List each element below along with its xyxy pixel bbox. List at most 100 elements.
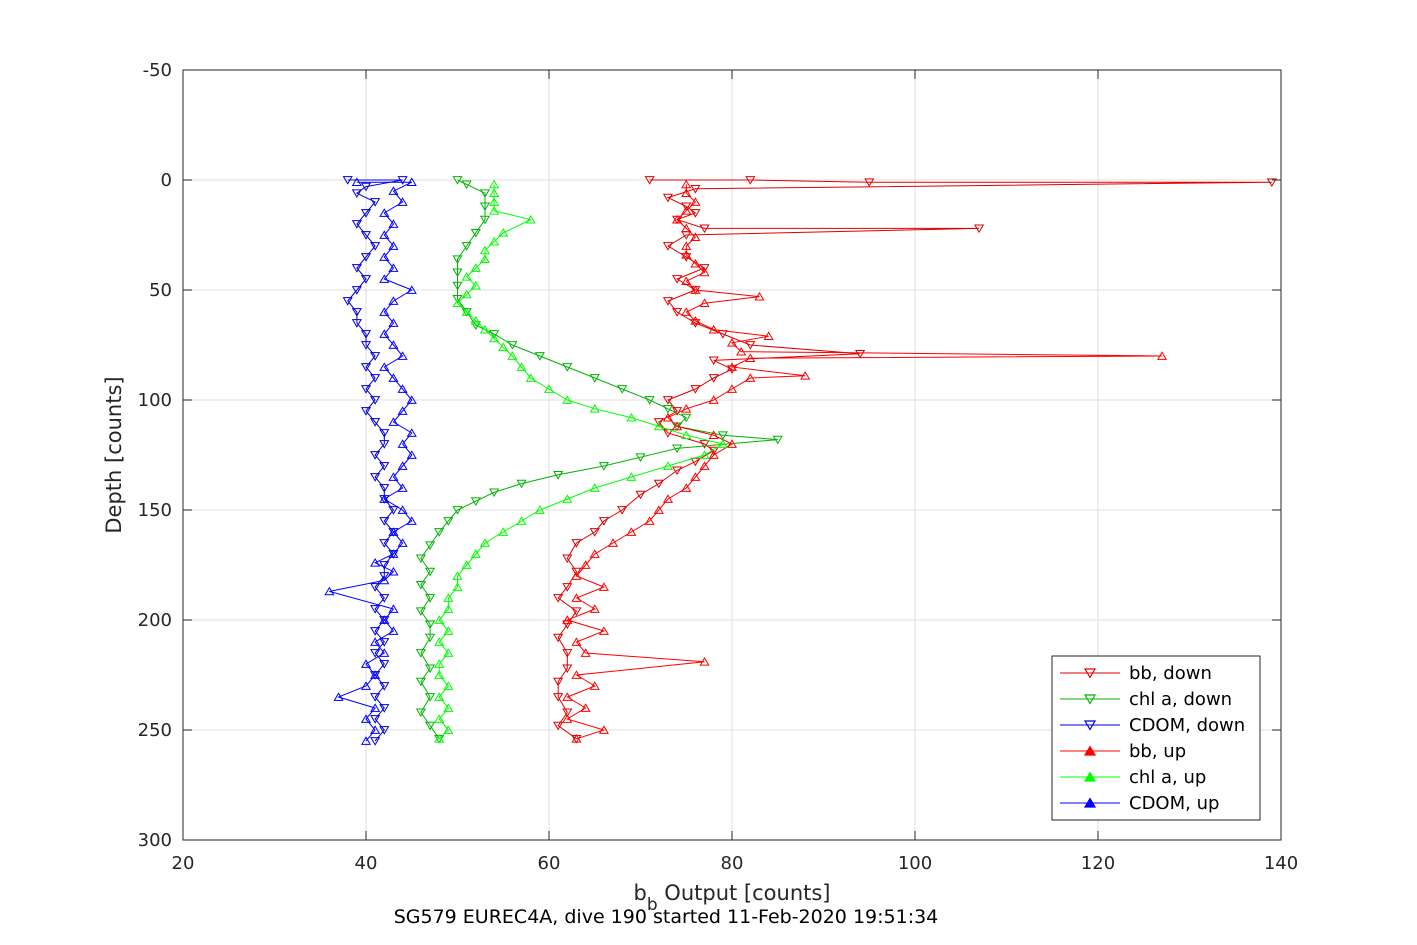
data-point — [726, 362, 738, 371]
data-point — [571, 607, 582, 616]
data-point — [562, 583, 573, 592]
data-point — [379, 682, 390, 691]
data-point — [379, 572, 390, 581]
data-point — [370, 737, 381, 746]
data-point — [553, 470, 564, 480]
data-point — [626, 412, 637, 422]
data-point — [379, 615, 390, 624]
data-point — [424, 721, 436, 731]
data-point — [342, 176, 353, 185]
series-chl-a-up — [434, 179, 728, 743]
data-point — [443, 703, 454, 712]
data-point — [370, 725, 381, 734]
data-point — [489, 206, 500, 215]
y-tick-label: 50 — [149, 280, 172, 301]
data-point — [370, 583, 381, 592]
data-point — [379, 440, 390, 449]
data-point — [379, 561, 390, 570]
data-point — [864, 178, 875, 187]
data-point — [681, 206, 692, 215]
data-point — [379, 429, 390, 438]
data-point — [388, 373, 399, 382]
data-point — [388, 604, 399, 613]
data-point — [736, 346, 747, 356]
data-point — [617, 506, 628, 515]
data-point — [370, 558, 381, 567]
data-point — [489, 197, 500, 206]
data-point — [479, 254, 491, 264]
data-point — [672, 421, 683, 431]
data-point — [379, 252, 390, 261]
data-point — [708, 374, 719, 383]
data-point — [424, 594, 436, 603]
data-point — [351, 286, 362, 295]
data-point — [562, 395, 573, 404]
data-point — [479, 324, 491, 334]
data-point — [644, 516, 655, 525]
data-point — [589, 374, 600, 383]
data-point — [598, 462, 609, 471]
data-point — [379, 208, 390, 217]
data-point — [479, 245, 491, 255]
data-point — [379, 362, 390, 371]
data-point — [653, 479, 664, 489]
data-point — [434, 615, 445, 624]
data-point — [452, 582, 463, 591]
data-point — [708, 395, 719, 404]
data-point — [434, 637, 445, 646]
data-point — [388, 527, 399, 536]
data-point — [452, 571, 463, 580]
data-point — [360, 714, 372, 723]
data-point — [479, 189, 491, 198]
y-tick-label: 150 — [138, 500, 172, 521]
data-point — [333, 692, 344, 701]
data-point — [690, 258, 701, 268]
data-point — [571, 734, 582, 743]
data-point — [662, 494, 674, 503]
data-point — [571, 637, 582, 646]
data-point — [452, 255, 463, 264]
data-point — [589, 604, 600, 613]
data-point — [681, 241, 692, 250]
data-point — [626, 527, 637, 536]
series-bb-down — [553, 176, 1277, 744]
data-point — [360, 363, 372, 372]
data-point — [379, 594, 390, 603]
data-point — [379, 517, 390, 526]
data-point — [699, 450, 710, 459]
data-point — [1266, 178, 1277, 187]
data-point — [672, 214, 683, 224]
data-point — [617, 385, 628, 394]
data-point — [461, 307, 472, 316]
data-point — [662, 461, 674, 470]
data-point — [370, 627, 381, 636]
data-point — [498, 342, 509, 352]
data-point — [1156, 351, 1168, 360]
y-tick-label: 0 — [161, 170, 172, 191]
data-point — [351, 220, 362, 229]
data-point — [489, 179, 500, 189]
data-point — [397, 384, 408, 393]
data-point — [690, 319, 701, 328]
data-point — [370, 473, 381, 482]
data-point — [388, 318, 399, 327]
data-point — [479, 202, 491, 212]
data-point — [489, 330, 500, 339]
data-point — [406, 395, 417, 404]
legend-marker — [1083, 797, 1097, 808]
x-tick-label: 100 — [898, 853, 932, 874]
data-point — [388, 626, 399, 635]
data-point — [370, 242, 381, 251]
data-point — [562, 363, 573, 372]
data-point — [424, 633, 436, 643]
data-point — [370, 396, 381, 405]
data-point — [370, 649, 381, 658]
data-point — [690, 209, 701, 218]
data-point — [726, 384, 738, 393]
data-point — [370, 637, 381, 646]
data-point — [717, 439, 728, 448]
data-point — [681, 250, 692, 259]
data-point — [379, 462, 390, 471]
data-point — [562, 554, 573, 564]
data-point — [370, 715, 381, 724]
